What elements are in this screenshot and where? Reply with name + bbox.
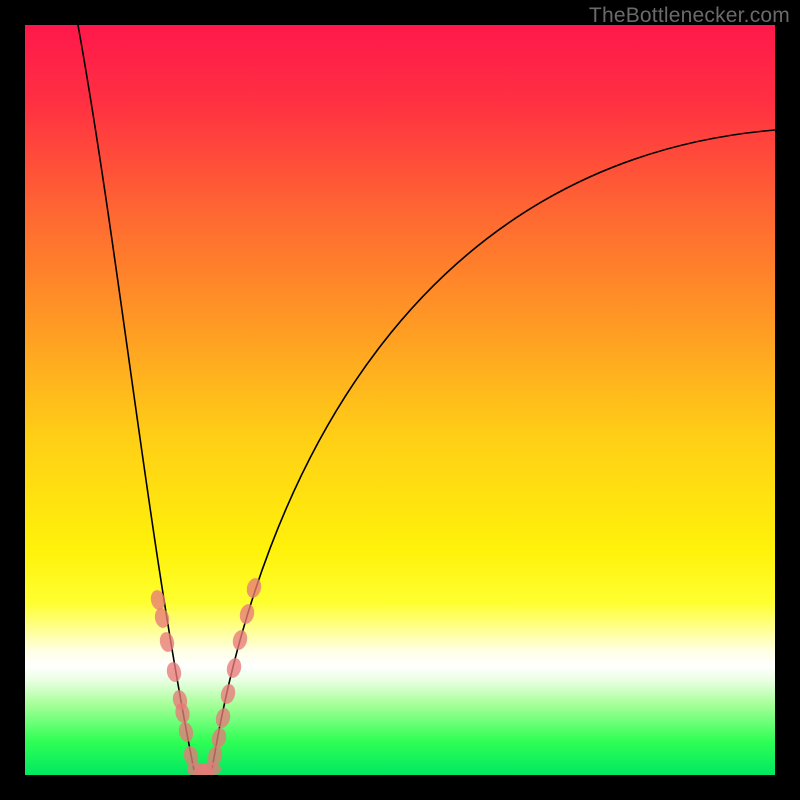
gradient-background <box>25 25 775 775</box>
bottleneck-chart <box>0 0 800 800</box>
watermark-text: TheBottlenecker.com <box>589 4 790 28</box>
